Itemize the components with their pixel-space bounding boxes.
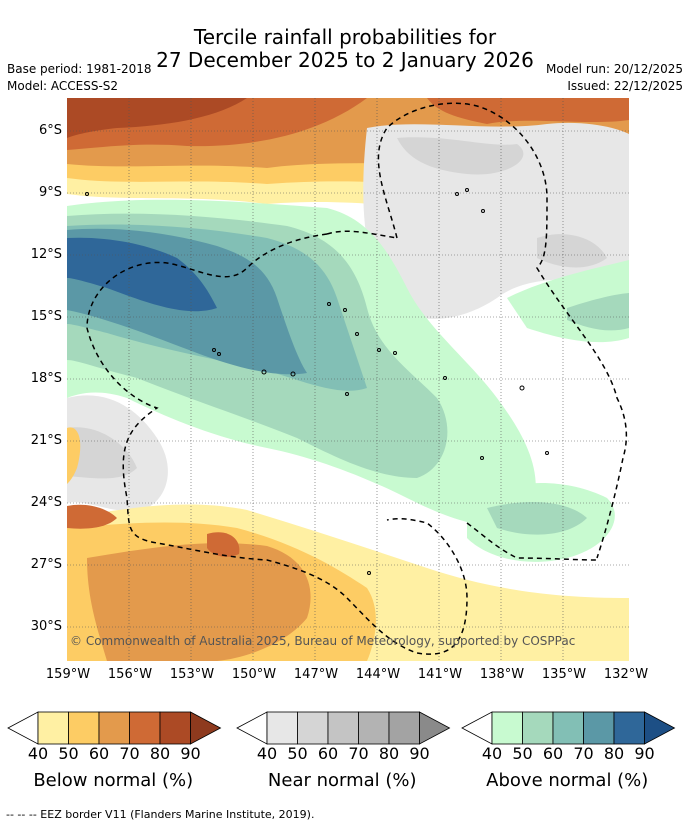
colorbar-segment (552, 711, 584, 745)
colorbar-segment (129, 711, 161, 745)
latitude-label: 30°S (30, 619, 62, 634)
colorbar-tick-label: 60 (88, 744, 110, 763)
graticule (67, 98, 629, 661)
colorbar-tick-label: 90 (180, 744, 201, 763)
colorbar-tick-label: 70 (119, 744, 140, 763)
colorbar-segment (68, 711, 100, 745)
longitude-label: 153°W (169, 667, 215, 682)
eez-borders (86, 102, 628, 655)
colorbar-segment (613, 711, 645, 745)
colorbar-under-triangle (236, 711, 268, 745)
longitude-label: 159°W (45, 667, 91, 682)
longitude-label: 138°W (479, 667, 525, 682)
longitude-label: 147°W (293, 667, 339, 682)
colorbar-over-triangle (644, 711, 676, 745)
colorbar-tick-label: 50 (58, 744, 79, 763)
colorbar-tick-label: 80 (378, 744, 400, 763)
base-period: Base period: 1981-2018 (7, 62, 152, 76)
latitude-label: 12°S (30, 247, 62, 262)
colorbar-tick-label: 70 (348, 744, 369, 763)
longitude-label: 144°W (355, 667, 401, 682)
eez-legend: -- -- -- EEZ border V11 (Flanders Marine… (6, 808, 315, 821)
colorbar-segment (159, 711, 191, 745)
probability-map (67, 98, 629, 661)
colorbar-segment (327, 711, 359, 745)
colorbar-tick-label: 50 (512, 744, 533, 763)
model-name: Model: ACCESS-S2 (7, 79, 119, 93)
colorbar (236, 711, 451, 745)
longitude-label: 150°W (231, 667, 277, 682)
colorbar-tick-label: 60 (317, 744, 339, 763)
colorbar-segment (522, 711, 554, 745)
latitude-label: 21°S (30, 433, 62, 448)
colorbar-segment (98, 711, 130, 745)
colorbar-label: Near normal (%) (267, 770, 417, 791)
latitude-label: 18°S (30, 371, 62, 386)
colorbar-tick-label: 60 (542, 744, 564, 763)
colorbar-segment (358, 711, 390, 745)
above-normal-central (67, 199, 629, 562)
colorbar-tick-label: 50 (287, 744, 308, 763)
colorbar-segment (297, 711, 329, 745)
colorbar-tick-label: 70 (573, 744, 594, 763)
copyright-notice: © Commonwealth of Australia 2025, Bureau… (70, 634, 576, 648)
longitude-label: 141°W (417, 667, 463, 682)
longitude-label: 135°W (541, 667, 587, 682)
colorbar-over-triangle (190, 711, 222, 745)
latitude-label: 15°S (30, 309, 62, 324)
colorbar-segment (388, 711, 420, 745)
below-normal-north (67, 98, 629, 216)
colorbar-tick-label: 90 (409, 744, 430, 763)
colorbar-under-triangle (7, 711, 39, 745)
colorbar-tick-label: 40 (256, 744, 278, 763)
colorbar (461, 711, 676, 745)
colorbar-segment (266, 711, 298, 745)
latitude-label: 24°S (30, 495, 62, 510)
islands (85, 188, 549, 575)
colorbar-tick-label: 80 (149, 744, 171, 763)
colorbar-tick-label: 90 (634, 744, 655, 763)
longitude-label: 132°W (603, 667, 649, 682)
colorbar-segment (491, 711, 523, 745)
colorbar-tick-label: 40 (27, 744, 49, 763)
colorbar-tick-label: 80 (603, 744, 625, 763)
longitude-label: 156°W (107, 667, 153, 682)
map-canvas (67, 98, 629, 661)
colorbar-label: Below normal (%) (33, 770, 194, 791)
latitude-label: 9°S (38, 185, 62, 200)
issued-date: Issued: 22/12/2025 (567, 79, 683, 93)
colorbar-over-triangle (419, 711, 451, 745)
colorbar (7, 711, 222, 745)
near-normal-northeast (67, 122, 629, 511)
colorbar-label: Above normal (%) (486, 770, 649, 791)
colorbar-under-triangle (461, 711, 493, 745)
map-title-line-2: 27 December 2025 to 2 January 2026 (156, 48, 534, 72)
model-run-date: Model run: 20/12/2025 (545, 62, 683, 76)
below-normal-south (67, 427, 629, 661)
colorbar-segment (37, 711, 69, 745)
latitude-label: 27°S (30, 557, 62, 572)
colorbar-tick-label: 40 (481, 744, 503, 763)
latitude-label: 6°S (38, 123, 62, 138)
colorbar-segment (583, 711, 615, 745)
map-title-line-1: Tercile rainfall probabilities for (193, 25, 497, 49)
